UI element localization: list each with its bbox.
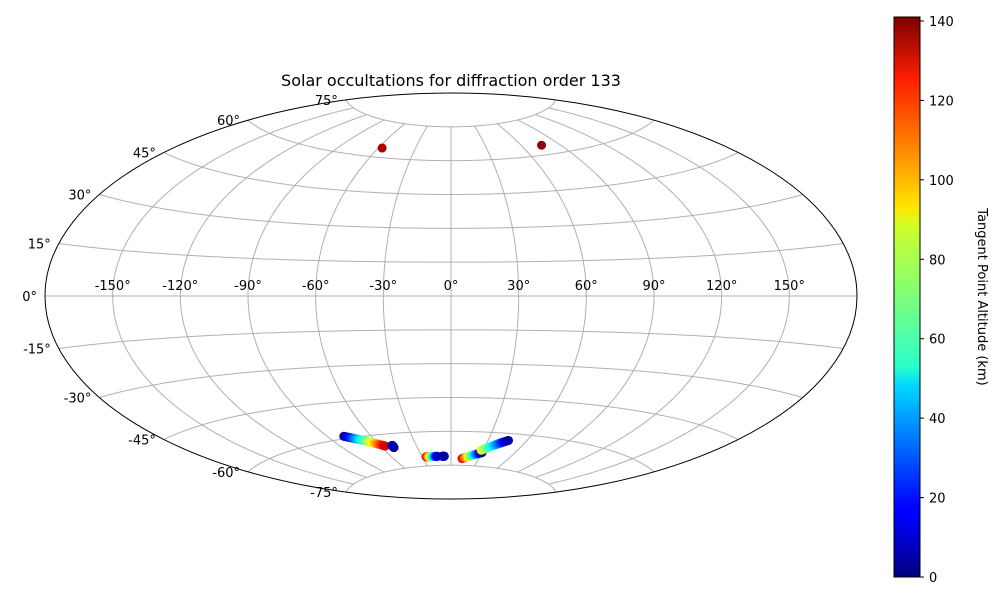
map-outline [44, 92, 858, 500]
x-tick-label: -30° [369, 279, 397, 294]
parallel-line [163, 152, 739, 195]
y-tick-label: -30° [64, 392, 92, 407]
data-point [377, 143, 387, 153]
data-point [537, 140, 547, 150]
parallel-line [58, 329, 844, 350]
y-tick-label: 45° [133, 147, 156, 162]
colorbar-tick-label: 40 [929, 412, 946, 427]
y-tick-labels: -75° -60° -45° -30° -15° 0° 15° 30° 45° 60° 75° [22, 94, 338, 501]
track-point [504, 435, 514, 445]
track-point [380, 441, 390, 451]
y-tick-label: 75° [315, 94, 338, 109]
x-tick-labels: -150° -120° -90° -60° -30° 0° 30° 60° 90° 120° 150… [95, 279, 805, 294]
colorbar-label: Tangent Point Altitude (km) [974, 207, 989, 385]
y-tick-label: -15° [23, 343, 51, 358]
chart-title: Solar occultations for diffraction order… [281, 71, 621, 90]
x-tick-label: 60° [575, 279, 598, 294]
colorbar: 0 20 40 60 80 100 120 140 Tangent Point Altitud… [893, 15, 989, 586]
colorbar-tick-label: 60 [929, 333, 946, 348]
scatter-points [339, 140, 547, 464]
parallel-line [345, 464, 557, 493]
track-point [439, 451, 449, 461]
map-grid [45, 99, 857, 493]
colorbar-ticks: 0 20 40 60 80 100 120 140 [920, 15, 954, 586]
y-tick-label: -45° [128, 434, 156, 449]
y-tick-label: 60° [217, 114, 240, 129]
colorbar-tick-label: 100 [929, 174, 954, 189]
parallel-line [345, 99, 557, 128]
colorbar-gradient [893, 16, 921, 578]
y-tick-label: 0° [22, 290, 37, 305]
parallel-line [99, 363, 803, 398]
parallel-line [163, 397, 739, 440]
parallel-line [247, 430, 655, 473]
colorbar-tick-label: 80 [929, 253, 946, 268]
colorbar-tick-label: 20 [929, 492, 946, 507]
parallel-line [247, 119, 655, 162]
track-point [389, 443, 399, 453]
y-tick-label: -60° [212, 466, 240, 481]
colorbar-tick-label: 140 [929, 15, 954, 30]
x-tick-label: -90° [234, 279, 262, 294]
x-tick-label: 90° [642, 279, 665, 294]
colorbar-tick-label: 0 [929, 571, 937, 586]
x-tick-label: 150° [774, 279, 805, 294]
x-tick-label: 0° [444, 279, 459, 294]
parallel-line [58, 242, 844, 263]
y-tick-label: -75° [310, 486, 338, 501]
y-tick-label: 30° [68, 189, 91, 204]
parallel-line [99, 194, 803, 229]
x-tick-label: 30° [507, 279, 530, 294]
x-tick-label: -120° [162, 279, 198, 294]
y-tick-label: 15° [28, 238, 51, 253]
x-tick-label: 120° [706, 279, 737, 294]
x-tick-label: -60° [302, 279, 330, 294]
colorbar-tick-label: 120 [929, 94, 954, 109]
x-tick-label: -150° [95, 279, 131, 294]
